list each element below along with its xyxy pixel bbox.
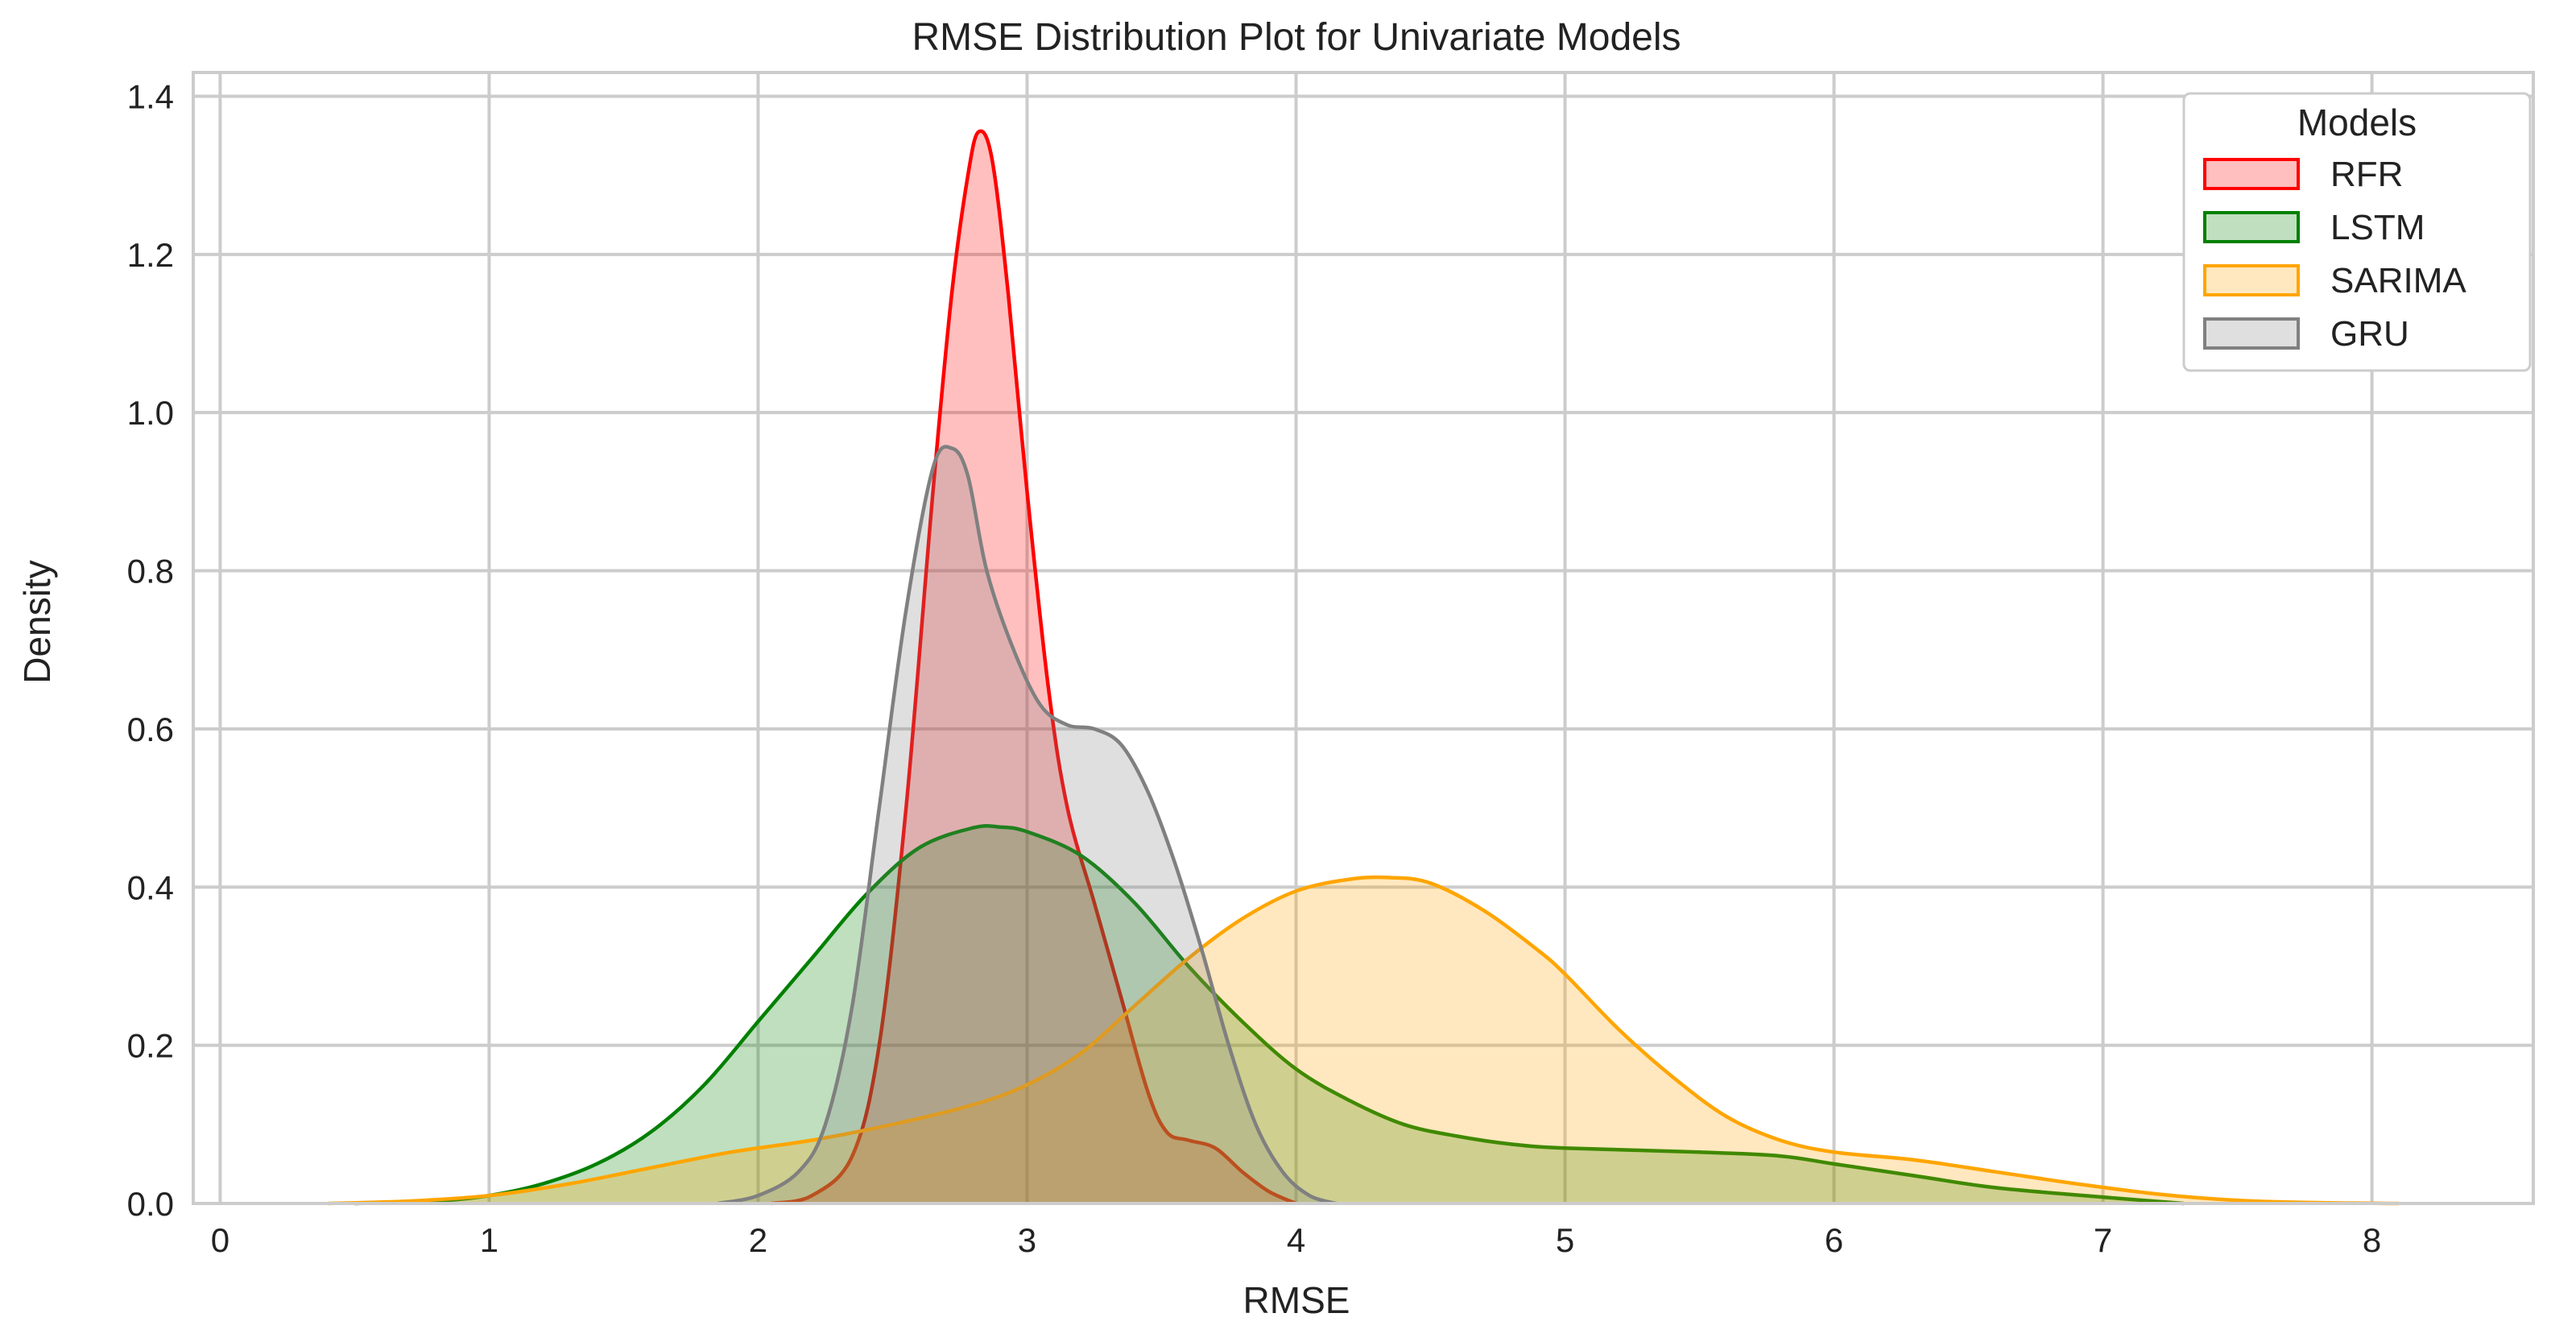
x-tick-label: 6 [1825, 1221, 1843, 1259]
series-line-sarima [327, 875, 2400, 1206]
series-gru [717, 445, 1338, 1206]
y-tick-label: 0.8 [127, 553, 174, 590]
x-tick-label: 0 [211, 1221, 229, 1259]
y-tick-label: 1.0 [127, 394, 174, 432]
series-area-lstm [354, 826, 2184, 1203]
legend-item-rfr: RFR [2203, 155, 2403, 194]
series-area-gru [717, 446, 1337, 1203]
x-axis-title: RMSE [1243, 1279, 1350, 1321]
legend-frame [2182, 92, 2532, 372]
y-axis-ticks: 0.0 0.2 0.4 0.6 0.8 1.0 1.2 1.4 [127, 77, 174, 1223]
legend-title: Models [2297, 101, 2417, 143]
x-tick-label: 3 [1018, 1221, 1036, 1259]
series-sarima [327, 875, 2400, 1206]
series-area-sarima [328, 877, 2399, 1203]
x-tick-label: 4 [1287, 1221, 1305, 1259]
legend-item-lstm: LSTM [2203, 208, 2425, 247]
series-line-lstm [354, 823, 2184, 1206]
legend-item-sarima: SARIMA [2203, 261, 2466, 300]
grid-lines [193, 72, 2533, 1205]
x-axis-ticks: 0 1 2 3 4 5 6 7 8 [211, 1221, 2382, 1259]
legend-item-gru: GRU [2203, 314, 2409, 354]
legend-swatch-sarima [2203, 264, 2300, 296]
y-axis-title: Density [16, 560, 58, 683]
legend-label-rfr: RFR [2330, 155, 2403, 194]
legend-label-gru: GRU [2330, 314, 2409, 354]
plot-border [192, 71, 2535, 1205]
x-tick-label: 8 [2363, 1221, 2381, 1259]
x-tick-label: 1 [480, 1221, 498, 1259]
y-tick-label: 1.4 [127, 77, 174, 115]
legend-label-lstm: LSTM [2330, 208, 2425, 247]
y-tick-label: 0.4 [127, 868, 174, 906]
x-tick-label: 7 [2094, 1221, 2112, 1259]
y-tick-label: 0.6 [127, 710, 174, 748]
chart-title: RMSE Distribution Plot for Univariate Mo… [912, 16, 1681, 59]
legend-swatch-lstm [2203, 211, 2300, 243]
y-tick-label: 1.2 [127, 236, 174, 274]
y-tick-label: 0.0 [127, 1185, 174, 1223]
plot-frame [192, 71, 2535, 1205]
legend: Models RFR LSTM SARIMA GRU [2182, 92, 2532, 372]
plot-background [193, 72, 2533, 1203]
series-line-gru [717, 445, 1338, 1206]
legend-swatch-rfr [2203, 158, 2300, 190]
legend-label-sarima: SARIMA [2330, 261, 2466, 300]
series-lstm [354, 823, 2184, 1206]
density-series [327, 129, 2400, 1206]
series-line-rfr [771, 129, 1297, 1206]
x-tick-label: 2 [749, 1221, 767, 1259]
series-area-rfr [771, 130, 1296, 1203]
plot-area [193, 72, 2533, 1203]
x-tick-label: 5 [1556, 1221, 1574, 1259]
series-rfr [771, 129, 1297, 1206]
y-tick-label: 0.2 [127, 1027, 174, 1065]
legend-swatch-gru [2203, 317, 2300, 350]
